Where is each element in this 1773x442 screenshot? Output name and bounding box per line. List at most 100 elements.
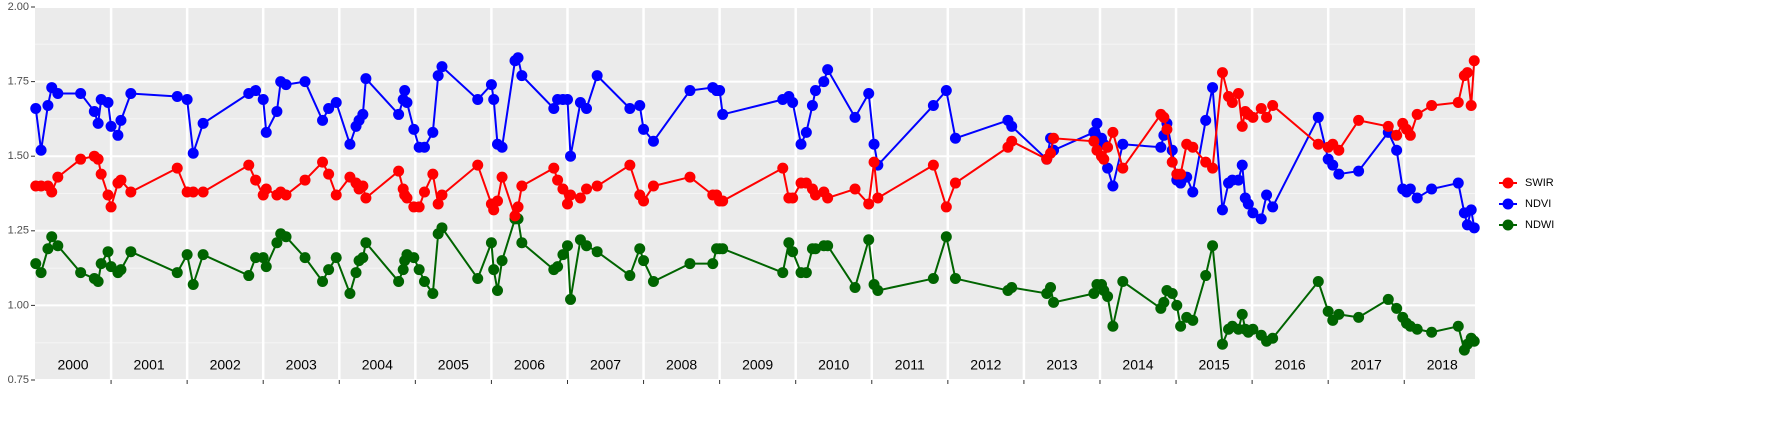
point (1166, 287, 1178, 299)
point (105, 201, 117, 213)
point (806, 99, 818, 111)
point (787, 96, 799, 108)
point (485, 237, 497, 249)
point (432, 198, 444, 210)
point (787, 192, 799, 204)
point (1102, 290, 1114, 302)
point (787, 246, 799, 258)
point (472, 273, 484, 285)
point (88, 105, 100, 117)
point (1452, 320, 1464, 332)
point (323, 264, 335, 276)
point (1333, 144, 1345, 156)
point (822, 64, 834, 76)
point (849, 183, 861, 195)
point (868, 156, 880, 168)
point (75, 88, 87, 100)
year-label: 2013 (1046, 357, 1077, 373)
point (432, 70, 444, 82)
year-label: 2011 (895, 357, 925, 373)
point (408, 123, 420, 135)
point (927, 159, 939, 171)
point (777, 267, 789, 279)
point (427, 126, 439, 138)
point (581, 183, 593, 195)
point (393, 165, 405, 177)
point (647, 180, 659, 192)
point (1261, 189, 1273, 201)
point (1452, 96, 1464, 108)
point (1391, 129, 1403, 141)
point (1107, 126, 1119, 138)
point (1255, 102, 1267, 114)
point (323, 168, 335, 180)
point (1353, 311, 1365, 323)
point (46, 186, 58, 198)
point (30, 102, 42, 114)
point (552, 174, 564, 186)
point (95, 258, 107, 270)
point (1161, 123, 1173, 135)
point (1200, 270, 1212, 282)
point (557, 183, 569, 195)
point (75, 153, 87, 165)
point (427, 287, 439, 299)
point (1426, 326, 1438, 338)
point (647, 135, 659, 147)
point (317, 114, 329, 126)
point (872, 284, 884, 296)
point (1045, 147, 1057, 159)
point (940, 85, 952, 97)
point (557, 249, 569, 261)
point (75, 267, 87, 279)
point (863, 198, 875, 210)
point (822, 192, 834, 204)
point (187, 186, 199, 198)
point (548, 162, 560, 174)
point (1187, 141, 1199, 153)
point (717, 195, 729, 207)
point (488, 204, 500, 216)
point (485, 79, 497, 91)
point (512, 52, 524, 64)
point (647, 276, 659, 288)
point (1107, 320, 1119, 332)
point (260, 183, 272, 195)
point (1098, 153, 1110, 165)
point (344, 287, 356, 299)
point (92, 117, 104, 129)
point (1175, 168, 1187, 180)
point (707, 258, 719, 270)
point (393, 276, 405, 288)
point (413, 264, 425, 276)
legend-label: NDVI (1525, 198, 1551, 210)
point (1226, 96, 1238, 108)
point (1261, 111, 1273, 123)
point (1411, 192, 1423, 204)
point (357, 108, 369, 120)
point (868, 138, 880, 150)
point (1333, 308, 1345, 320)
point (1088, 135, 1100, 147)
point (624, 159, 636, 171)
point (399, 85, 411, 97)
point (638, 123, 650, 135)
y-tick-label: 0.75 (8, 374, 29, 386)
year-label: 2003 (286, 357, 317, 373)
point (102, 96, 114, 108)
point (330, 189, 342, 201)
point (949, 177, 961, 189)
point (949, 132, 961, 144)
point (1452, 177, 1464, 189)
point (1175, 320, 1187, 332)
point (492, 195, 504, 207)
point (849, 111, 861, 123)
point (436, 222, 448, 234)
year-label: 2009 (742, 357, 773, 373)
point (187, 279, 199, 291)
point (197, 186, 209, 198)
point (1411, 323, 1423, 335)
year-label: 2012 (970, 357, 1001, 373)
point (624, 270, 636, 282)
point (1207, 240, 1219, 252)
